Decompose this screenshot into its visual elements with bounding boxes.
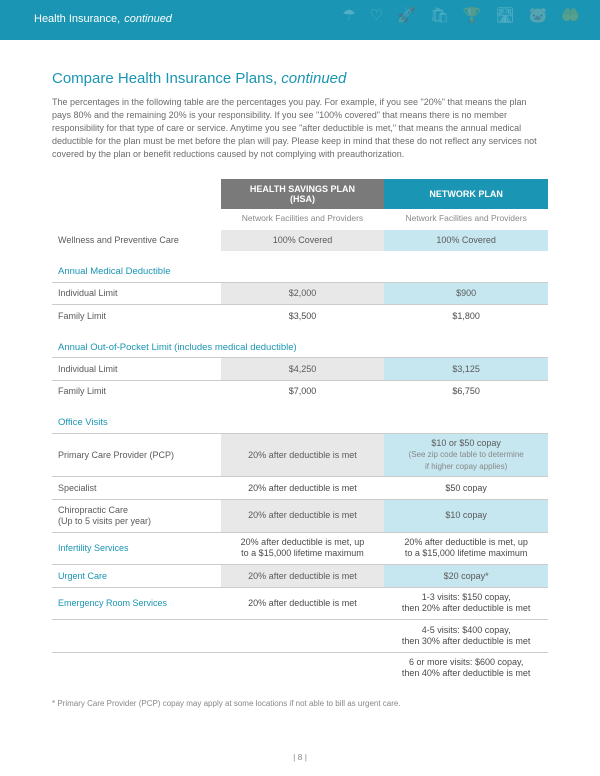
title-sub: continued [281,70,346,87]
plan-comparison-table: HEALTH SAVINGS PLAN (HSA) NETWORK PLAN N… [52,179,548,684]
footnote: * Primary Care Provider (PCP) copay may … [52,698,548,709]
header-decorative-icons: ☂ ♡ 🚀 🛍 🏆 🛣 🐷 🤲 [342,5,580,26]
signpost-icon: 🛣 [496,5,515,26]
trophy-icon: 🏆 [463,5,482,26]
er-row-3: 6 or more visits: $600 copay, then 40% a… [52,652,548,684]
page-header-band: Health Insurance, continued ☂ ♡ 🚀 🛍 🏆 🛣 … [0,0,600,40]
oop-fam-row: Family Limit $7,000 $6,750 [52,380,548,402]
header-hsa: HEALTH SAVINGS PLAN (HSA) [221,179,385,209]
hsa-facilities: Network Facilities and Providers [221,209,385,230]
section-title: Compare Health Insurance Plans, continue… [52,68,548,89]
wellness-row: Wellness and Preventive Care 100% Covere… [52,230,548,252]
net-facilities: Network Facilities and Providers [384,209,548,230]
section-office: Office Visits [52,402,548,432]
wellness-net: 100% Covered [384,230,548,252]
umbrella-icon: ☂ [342,5,355,26]
wellness-label: Wellness and Preventive Care [52,230,221,252]
pcp-row: Primary Care Provider (PCP) 20% after de… [52,433,548,476]
intro-paragraph: The percentages in the following table a… [52,96,548,161]
ded-fam-row: Family Limit $3,500 $1,800 [52,305,548,327]
infertility-row: Infertility Services 20% after deductibl… [52,532,548,564]
chiro-row: Chiropractic Care (Up to 5 visits per ye… [52,500,548,532]
facilities-row: Network Facilities and Providers Network… [52,209,548,230]
header-subtitle: continued [124,12,172,27]
section-oop: Annual Out-of-Pocket Limit (includes med… [52,327,548,357]
page-content: Compare Health Insurance Plans, continue… [0,40,600,719]
wellness-hsa: 100% Covered [221,230,385,252]
ded-ind-row: Individual Limit $2,000 $900 [52,282,548,304]
oop-ind-row: Individual Limit $4,250 $3,125 [52,358,548,380]
header-title: Health Insurance, [34,12,120,27]
hand-icon: 🤲 [561,5,580,26]
er-row-1: Emergency Room Services 20% after deduct… [52,587,548,619]
specialist-row: Specialist 20% after deductible is met $… [52,477,548,499]
er-row-2: 4-5 visits: $400 copay, then 30% after d… [52,620,548,652]
piggybank-icon: 🐷 [529,5,548,26]
section-deductible: Annual Medical Deductible [52,251,548,281]
urgent-row: Urgent Care 20% after deductible is met … [52,565,548,587]
page-number: | 8 | [0,752,600,764]
header-network: NETWORK PLAN [384,179,548,209]
title-main: Compare Health Insurance Plans, [52,70,277,87]
table-header-row: HEALTH SAVINGS PLAN (HSA) NETWORK PLAN [52,179,548,209]
heart-icon: ♡ [370,5,383,26]
rocket-icon: 🚀 [397,5,416,26]
bag-icon: 🛍 [430,5,449,26]
